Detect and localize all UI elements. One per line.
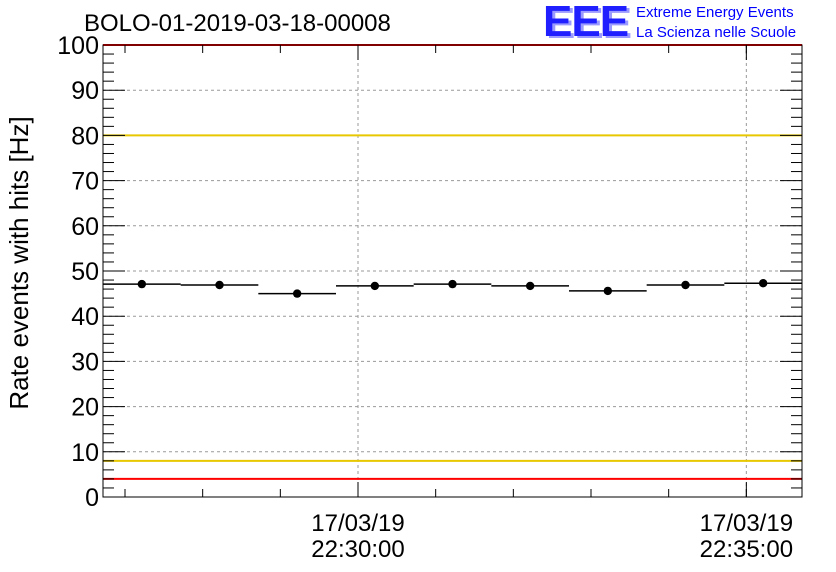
eee-logo: EEE (543, 0, 629, 46)
data-point (525, 281, 535, 291)
y-tick-label: 30 (71, 348, 99, 376)
data-point (448, 279, 457, 289)
data-point (215, 280, 224, 290)
grid-lines (103, 45, 802, 497)
x-tick-time: 22:35:00 (700, 536, 793, 563)
data-series (103, 279, 802, 298)
chart-title: BOLO-01-2019-03-18-00008 (84, 10, 391, 37)
y-tick-label: 80 (71, 122, 99, 150)
data-point (370, 281, 380, 291)
data-point (681, 280, 690, 290)
data-point (603, 286, 613, 296)
y-tick-label: 70 (71, 168, 99, 196)
data-point (292, 289, 302, 298)
y-tick-label: 100 (57, 32, 99, 60)
logo-tagline-2: La Scienza nelle Scuole (636, 24, 797, 41)
y-tick-label: 60 (71, 213, 99, 241)
x-tick-date: 17/03/19 (311, 510, 404, 537)
data-point (758, 279, 768, 288)
x-tick-date: 17/03/19 (700, 510, 793, 537)
x-tick-time: 22:30:00 (311, 536, 404, 563)
y-tick-label: 20 (71, 394, 99, 422)
y-tick-label: 40 (71, 303, 99, 331)
data-point (137, 279, 147, 289)
y-tick-label: 90 (71, 77, 99, 105)
y-tick-label: 0 (85, 484, 99, 512)
reference-lines (103, 44, 802, 480)
y-axis-label: Rate events with hits [Hz] (4, 116, 34, 409)
logo-tagline-1: Extreme Energy Events (636, 4, 794, 21)
y-tick-labels: 0 10 20 30 40 50 60 70 80 90 100 (57, 32, 99, 512)
y-tick-label: 50 (71, 258, 99, 286)
axis-ticks (103, 44, 802, 498)
y-tick-label: 10 (71, 439, 99, 467)
